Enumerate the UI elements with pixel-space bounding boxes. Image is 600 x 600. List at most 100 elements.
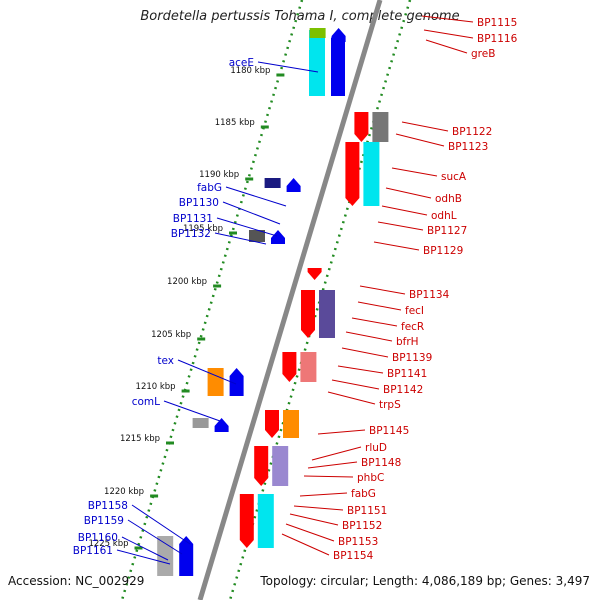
reverse-gene-label[interactable]: BP1141 bbox=[387, 368, 427, 380]
reverse-gene-label[interactable]: BP1116 bbox=[477, 33, 518, 45]
reverse-gene-label[interactable]: greB bbox=[471, 48, 495, 60]
genome-title: Bordetella pertussis Tohama I, complete … bbox=[140, 9, 460, 24]
forward-gene-label[interactable]: fabG bbox=[197, 182, 222, 194]
tick-label: 1180 kbp bbox=[230, 66, 270, 76]
forward-leader-line bbox=[131, 504, 191, 545]
forward-gene-block[interactable] bbox=[309, 28, 326, 38]
forward-leader-line bbox=[222, 201, 281, 225]
reverse-gene-label[interactable]: BP1123 bbox=[448, 141, 488, 153]
reverse-gene-label[interactable]: fecR bbox=[401, 321, 424, 333]
reverse-gene-label[interactable]: rluD bbox=[365, 442, 387, 454]
forward-gene-arrow[interactable] bbox=[286, 178, 301, 192]
forward-leader-line bbox=[127, 519, 183, 555]
reverse-gene-label[interactable]: odhL bbox=[431, 210, 457, 222]
reverse-leader-line bbox=[345, 331, 393, 342]
reverse-leader-line bbox=[381, 205, 428, 216]
forward-gene-arrow[interactable] bbox=[214, 418, 229, 432]
forward-leader-line bbox=[116, 549, 171, 565]
reverse-gene-label[interactable]: BP1151 bbox=[347, 505, 387, 517]
forward-gene-label[interactable]: BP1161 bbox=[73, 545, 113, 557]
forward-leader-line bbox=[225, 186, 287, 207]
reverse-leader-line bbox=[395, 133, 445, 147]
reverse-leader-line bbox=[425, 39, 468, 54]
reverse-leader-line bbox=[357, 301, 402, 311]
reverse-gene-label[interactable]: BP1127 bbox=[427, 225, 467, 237]
forward-gene-arrow[interactable] bbox=[229, 368, 244, 396]
reverse-gene-label[interactable]: sucA bbox=[441, 171, 467, 183]
forward-leader-line bbox=[121, 536, 169, 561]
reverse-leader-line bbox=[385, 187, 432, 199]
reverse-gene-label[interactable]: bfrH bbox=[396, 336, 419, 348]
reverse-leader-line bbox=[289, 513, 339, 526]
forward-gene-arrow[interactable] bbox=[331, 30, 345, 96]
forward-leader-line bbox=[214, 232, 267, 245]
reverse-gene-block[interactable] bbox=[283, 410, 299, 438]
reverse-leader-line bbox=[285, 523, 335, 542]
forward-leader-line bbox=[216, 217, 278, 237]
reverse-gene-label[interactable]: fecI bbox=[405, 305, 424, 317]
reverse-gene-label[interactable]: BP1122 bbox=[452, 126, 492, 138]
forward-gene-block[interactable] bbox=[309, 30, 325, 96]
forward-gene-label[interactable]: aceE bbox=[229, 57, 254, 69]
forward-gene-block[interactable] bbox=[264, 178, 281, 188]
reverse-leader-line bbox=[331, 379, 380, 390]
forward-gene-label[interactable]: tex bbox=[157, 355, 174, 367]
reverse-gene-label[interactable]: BP1154 bbox=[333, 550, 374, 562]
reverse-leader-line bbox=[317, 429, 366, 435]
forward-gene-arrow[interactable] bbox=[331, 28, 346, 42]
reverse-gene-label[interactable]: BP1153 bbox=[338, 536, 378, 548]
reverse-gene-arrow[interactable] bbox=[265, 410, 279, 438]
reverse-leader-line bbox=[421, 15, 474, 23]
forward-gene-block[interactable] bbox=[207, 368, 224, 396]
forward-gene-label[interactable]: BP1132 bbox=[171, 228, 211, 240]
reverse-gene-arrow[interactable] bbox=[307, 268, 322, 280]
reverse-gene-block[interactable] bbox=[363, 142, 380, 206]
reverse-gene-label[interactable]: fabG bbox=[351, 488, 376, 500]
forward-gene-label[interactable]: BP1160 bbox=[78, 532, 118, 544]
forward-gene-block[interactable] bbox=[249, 230, 265, 242]
accession-label: Accession: NC_002929 bbox=[8, 574, 145, 588]
reverse-gene-label[interactable]: BP1129 bbox=[423, 245, 463, 257]
tick-label: 1220 kbp bbox=[104, 487, 144, 497]
reverse-gene-block[interactable] bbox=[372, 112, 389, 142]
reverse-gene-block[interactable] bbox=[319, 290, 335, 338]
tick-label: 1210 kbp bbox=[136, 382, 176, 392]
reverse-gene-label[interactable]: BP1139 bbox=[392, 352, 432, 364]
reverse-gene-block[interactable] bbox=[257, 494, 274, 548]
reverse-gene-arrow[interactable] bbox=[354, 112, 369, 142]
reverse-gene-arrow[interactable] bbox=[301, 290, 315, 338]
forward-gene-arrow[interactable] bbox=[179, 536, 194, 576]
left-track bbox=[120, 0, 304, 600]
reverse-gene-arrow[interactable] bbox=[282, 352, 297, 382]
reverse-leader-line bbox=[293, 505, 344, 511]
reverse-gene-label[interactable]: phbC bbox=[357, 472, 384, 484]
reverse-gene-label[interactable]: BP1115 bbox=[477, 17, 517, 29]
reverse-gene-arrow[interactable] bbox=[239, 494, 254, 548]
reverse-gene-block[interactable] bbox=[300, 352, 317, 382]
forward-gene-label[interactable]: BP1159 bbox=[84, 515, 124, 527]
reverse-gene-label[interactable]: BP1134 bbox=[409, 289, 450, 301]
reverse-gene-label[interactable]: odhB bbox=[435, 193, 462, 205]
reverse-gene-block[interactable] bbox=[272, 446, 289, 486]
reverse-leader-line bbox=[373, 241, 420, 251]
reverse-gene-label[interactable]: BP1145 bbox=[369, 425, 409, 437]
reverse-gene-label[interactable]: BP1142 bbox=[383, 384, 423, 396]
forward-gene-label[interactable]: BP1131 bbox=[173, 213, 213, 225]
reverse-gene-arrow[interactable] bbox=[345, 142, 360, 206]
forward-gene-label[interactable]: comL bbox=[132, 396, 160, 408]
tick-label: 1205 kbp bbox=[151, 330, 191, 340]
tick-label: 1195 kbp bbox=[183, 224, 223, 234]
reverse-leader-line bbox=[281, 533, 330, 556]
tick-label: 1215 kbp bbox=[120, 434, 160, 444]
forward-gene-arrow[interactable] bbox=[271, 230, 285, 244]
forward-gene-label[interactable]: BP1130 bbox=[179, 197, 219, 209]
reverse-gene-label[interactable]: BP1152 bbox=[342, 520, 382, 532]
reverse-leader-line bbox=[391, 167, 438, 177]
reverse-gene-label[interactable]: trpS bbox=[379, 399, 401, 411]
forward-gene-block[interactable] bbox=[192, 418, 209, 428]
reverse-gene-label[interactable]: BP1148 bbox=[361, 457, 401, 469]
reverse-gene-arrow[interactable] bbox=[254, 446, 269, 486]
forward-gene-label[interactable]: BP1158 bbox=[88, 500, 128, 512]
